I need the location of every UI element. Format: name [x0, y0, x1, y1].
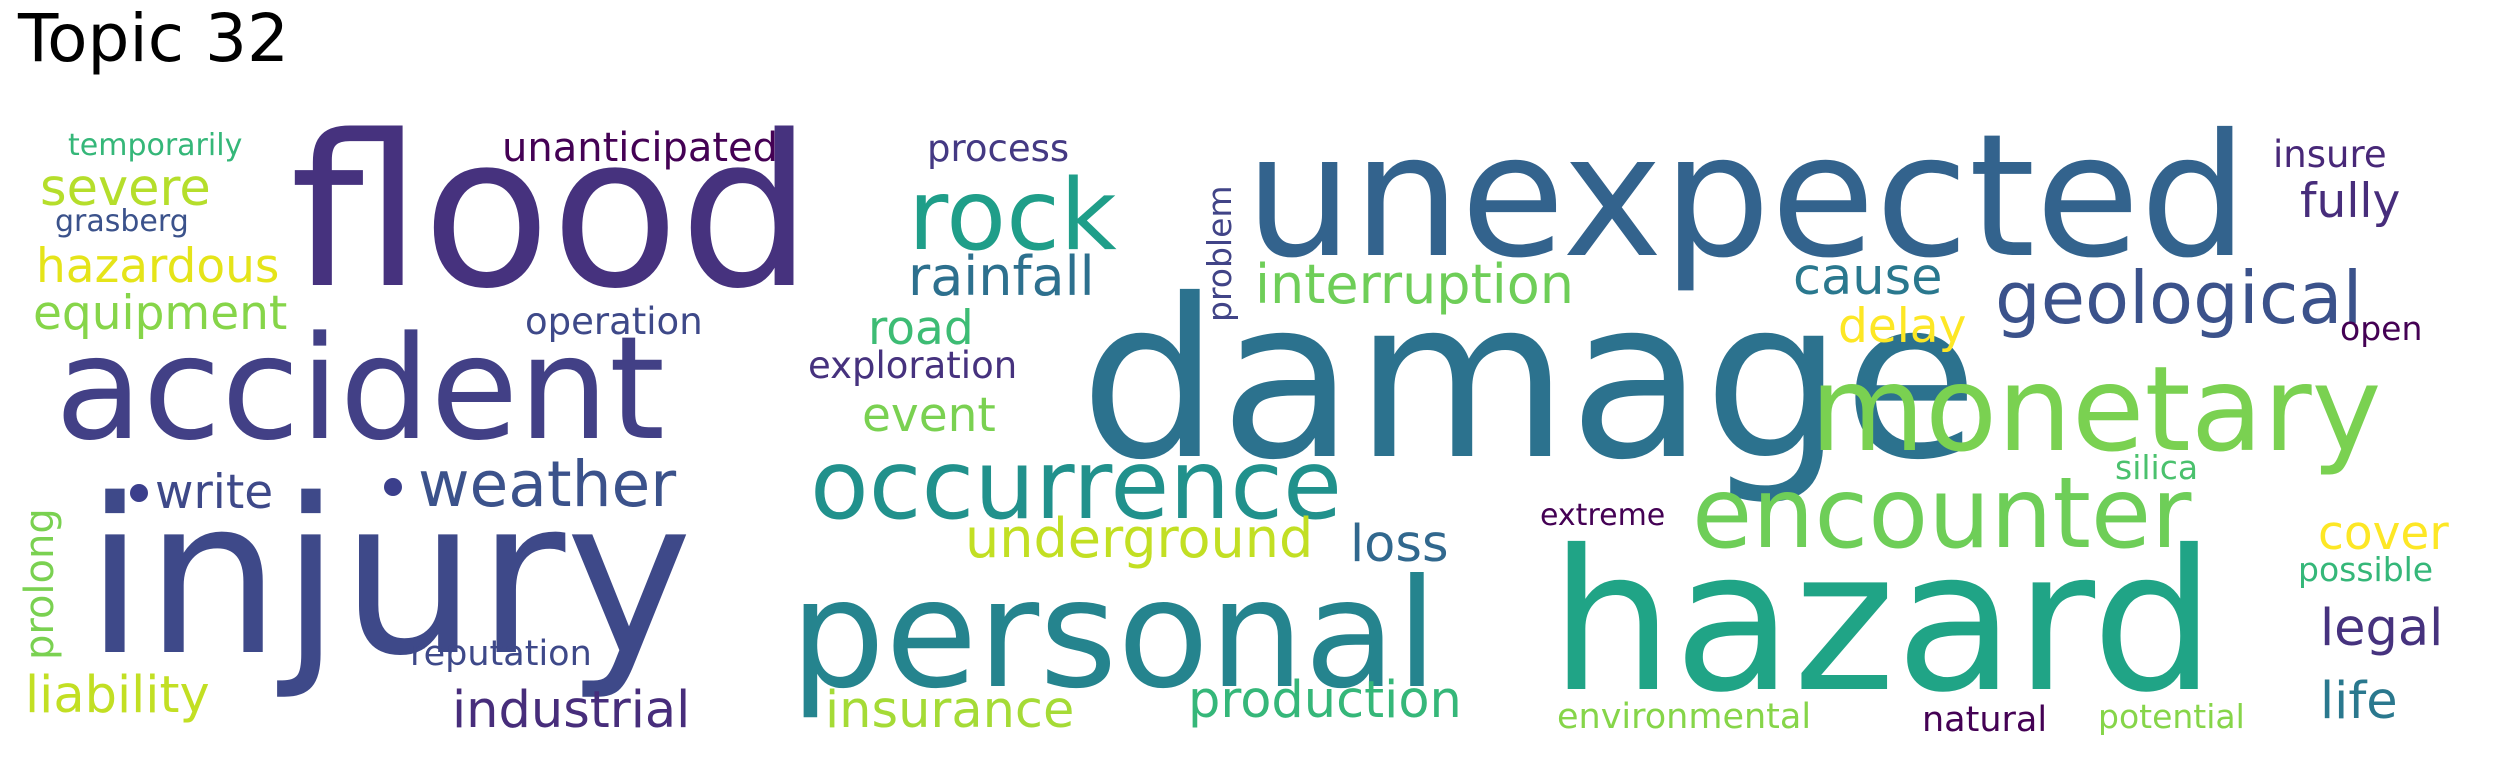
word-flood: flood: [290, 90, 813, 335]
dot-mark-left: [130, 484, 148, 502]
word-encounter: encounter: [1692, 457, 2192, 571]
word-prolong: prolong: [17, 508, 63, 660]
word-silica: silica: [2115, 448, 2199, 487]
word-liability: liability: [25, 666, 210, 725]
word-underground: underground: [965, 507, 1314, 570]
word-legal: legal: [2320, 599, 2444, 658]
word-equipment: equipment: [33, 286, 288, 341]
word-unexpected: unexpected: [1245, 98, 2248, 296]
word-insurance: insurance: [825, 681, 1075, 740]
page-title: Topic 32: [18, 0, 289, 77]
word-cause: cause: [1793, 248, 1943, 307]
word-interruption: interruption: [1255, 253, 1575, 316]
word-loss: loss: [1350, 515, 1449, 574]
word-life: life: [2320, 672, 2398, 731]
word-injury: injury: [85, 452, 693, 703]
word-damage: damage: [1080, 252, 1979, 508]
word-temporarily: temporarily: [68, 128, 243, 163]
dot-mark-right: [384, 478, 402, 496]
word-potential: potential: [2098, 697, 2245, 736]
word-reputation: reputation: [410, 634, 592, 674]
word-operation: operation: [525, 300, 703, 343]
word-event: event: [862, 388, 996, 443]
word-rock: rock: [908, 159, 1117, 273]
word-fully: fully: [2300, 174, 2401, 229]
word-cover: cover: [2318, 506, 2449, 561]
word-severe: severe: [40, 159, 211, 218]
word-grasberg: grasberg: [55, 204, 189, 239]
word-production: production: [1188, 671, 1462, 730]
word-write: write: [155, 465, 274, 520]
word-extreme: extreme: [1540, 498, 1666, 533]
word-occurrence: occurrence: [810, 429, 1343, 541]
word-environmental: environmental: [1557, 697, 1812, 737]
word-hazard: hazard: [1550, 508, 2216, 735]
word-natural: natural: [1922, 700, 2048, 740]
word-exploration: exploration: [808, 344, 1018, 387]
word-monetary: monetary: [1810, 340, 2382, 478]
word-open: open: [2340, 309, 2423, 348]
word-industrial: industrial: [452, 681, 691, 740]
word-process: process: [927, 127, 1070, 170]
word-rainfall: rainfall: [908, 245, 1095, 308]
word-accident: accident: [55, 305, 666, 472]
word-delay: delay: [1838, 299, 1967, 354]
word-possible: possible: [2298, 550, 2434, 589]
word-weather: weather: [418, 448, 677, 521]
word-insure: insure: [2273, 133, 2387, 176]
word-problem: problem: [1200, 185, 1239, 322]
word-road: road: [868, 301, 974, 356]
word-geological: geological: [1995, 256, 2363, 340]
word-personal: personal: [790, 548, 1438, 722]
word-unanticipated: unanticipated: [502, 125, 779, 171]
word-hazardous: hazardous: [36, 239, 280, 294]
